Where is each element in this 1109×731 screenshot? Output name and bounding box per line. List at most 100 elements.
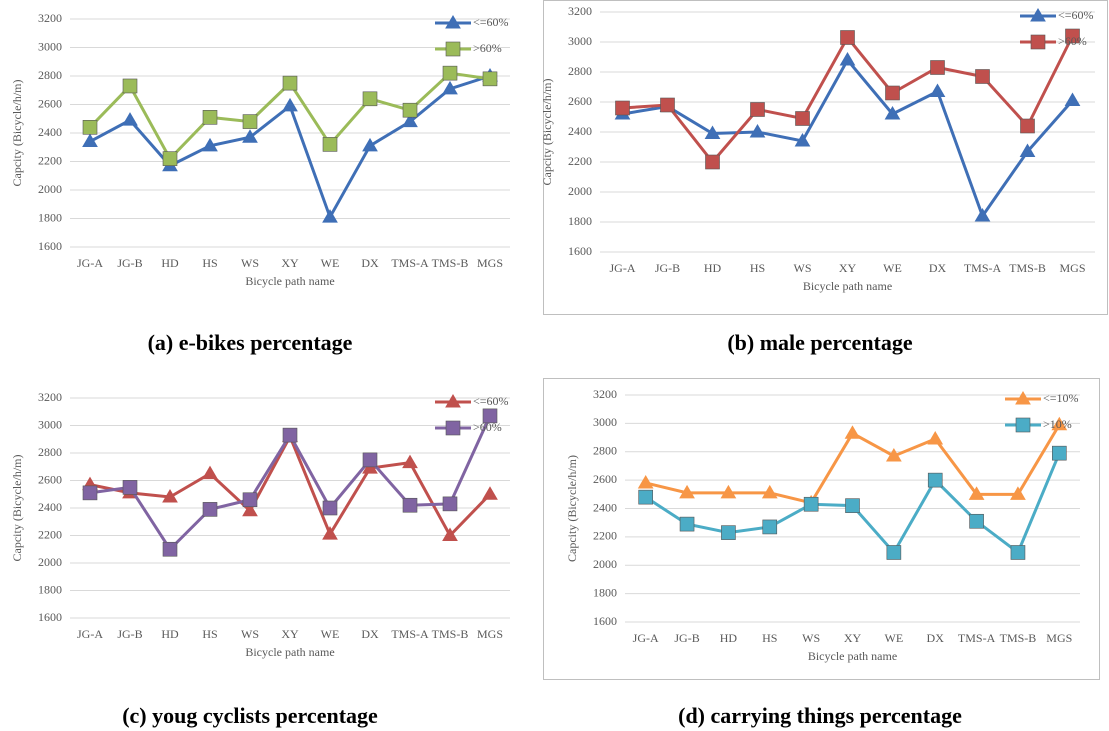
marker (969, 513, 984, 529)
marker (975, 69, 990, 84)
marker (929, 83, 946, 97)
x-tick-label: TMS-B (1009, 261, 1046, 275)
caption: (b) male percentage (727, 330, 913, 355)
x-tick-label: MGS (1046, 631, 1072, 645)
marker (638, 489, 653, 505)
x-tick-label: HD (161, 256, 179, 270)
x-tick-label: MGS (1059, 261, 1085, 275)
x-tick-label: HS (202, 256, 217, 270)
marker (885, 85, 900, 101)
x-tick-label: JG-B (674, 631, 699, 645)
marker (1051, 416, 1068, 431)
marker (761, 484, 778, 499)
y-tick-label: 2800 (38, 68, 62, 82)
marker (322, 500, 338, 516)
marker (402, 102, 418, 118)
y-tick-label: 3000 (568, 34, 592, 48)
x-tick-label: HS (750, 261, 765, 275)
x-tick-label: JG-B (117, 256, 142, 270)
y-tick-label: 2600 (593, 472, 617, 486)
y-tick-label: 1600 (38, 239, 62, 253)
x-tick-label: WS (241, 627, 259, 641)
x-axis-title: Bicycle path name (245, 645, 334, 659)
marker (282, 97, 298, 112)
marker (705, 154, 720, 170)
marker (886, 545, 902, 560)
marker (82, 133, 98, 148)
marker (482, 486, 498, 500)
legend-marker (1030, 8, 1046, 22)
x-tick-label: XY (844, 631, 862, 645)
x-axis-title: Bicycle path name (245, 274, 334, 288)
legend-marker (1015, 417, 1031, 433)
y-tick-label: 2800 (593, 444, 617, 458)
marker (720, 484, 737, 499)
y-tick-label: 2400 (568, 124, 592, 138)
marker (442, 80, 458, 95)
y-axis-title: Capcity (Bicycle/h/m) (540, 79, 554, 186)
x-tick-label: JG-A (610, 261, 636, 275)
series-line (622, 57, 1074, 220)
marker (322, 137, 338, 152)
y-tick-label: 3200 (38, 390, 62, 404)
y-tick-label: 2600 (568, 94, 592, 108)
caption: (d) carrying things percentage (678, 703, 962, 728)
x-tick-label: TMS-A (958, 631, 996, 645)
legend-label: <=60% (473, 15, 509, 29)
x-tick-label: WE (321, 627, 340, 641)
x-tick-label: JG-A (77, 627, 103, 641)
marker (202, 110, 218, 125)
marker (122, 78, 138, 94)
marker (362, 91, 378, 107)
marker (402, 454, 418, 469)
marker (839, 52, 856, 66)
x-axis-title: Bicycle path name (808, 649, 897, 663)
marker (402, 497, 418, 513)
marker (442, 496, 458, 512)
y-tick-label: 2400 (38, 125, 62, 139)
x-tick-label: DX (927, 631, 945, 645)
y-tick-label: 1800 (38, 210, 62, 224)
y-tick-label: 1600 (568, 244, 592, 258)
marker (803, 496, 819, 512)
marker (637, 474, 654, 489)
x-tick-label: TMS-B (1000, 631, 1037, 645)
marker (322, 526, 338, 540)
y-tick-label: 2800 (568, 64, 592, 78)
y-tick-label: 1800 (568, 214, 592, 228)
y-axis-title: Capcity (Bicycle/h/m) (565, 455, 579, 562)
y-tick-label: 3200 (38, 11, 62, 25)
x-tick-label: WE (321, 256, 340, 270)
marker (845, 498, 860, 513)
marker (282, 427, 298, 443)
marker (1010, 545, 1026, 560)
y-tick-label: 2000 (593, 557, 617, 571)
x-axis-title: Bicycle path name (803, 279, 892, 293)
marker (1020, 118, 1035, 134)
marker (844, 425, 861, 439)
caption: (c) youg cyclists percentage (122, 703, 378, 728)
legend-label: >10% (1043, 417, 1072, 431)
x-tick-label: TMS-A (391, 627, 429, 641)
x-tick-label: DX (361, 256, 379, 270)
marker (884, 106, 901, 120)
marker (794, 133, 811, 147)
marker (750, 102, 765, 117)
y-tick-label: 2200 (38, 527, 62, 541)
marker (1065, 28, 1080, 44)
legend-label: <=60% (1058, 8, 1094, 22)
marker (1010, 486, 1026, 500)
legend-marker (445, 15, 461, 29)
marker (482, 71, 498, 87)
y-tick-label: 3000 (38, 417, 62, 431)
x-tick-label: TMS-A (391, 256, 429, 270)
x-tick-label: MGS (477, 627, 503, 641)
x-tick-label: JG-B (117, 627, 142, 641)
marker (1064, 92, 1081, 106)
y-tick-label: 2000 (38, 182, 62, 196)
marker (721, 525, 736, 540)
series-line (89, 74, 491, 221)
x-tick-label: JG-A (633, 631, 659, 645)
y-tick-label: 2600 (38, 96, 62, 110)
